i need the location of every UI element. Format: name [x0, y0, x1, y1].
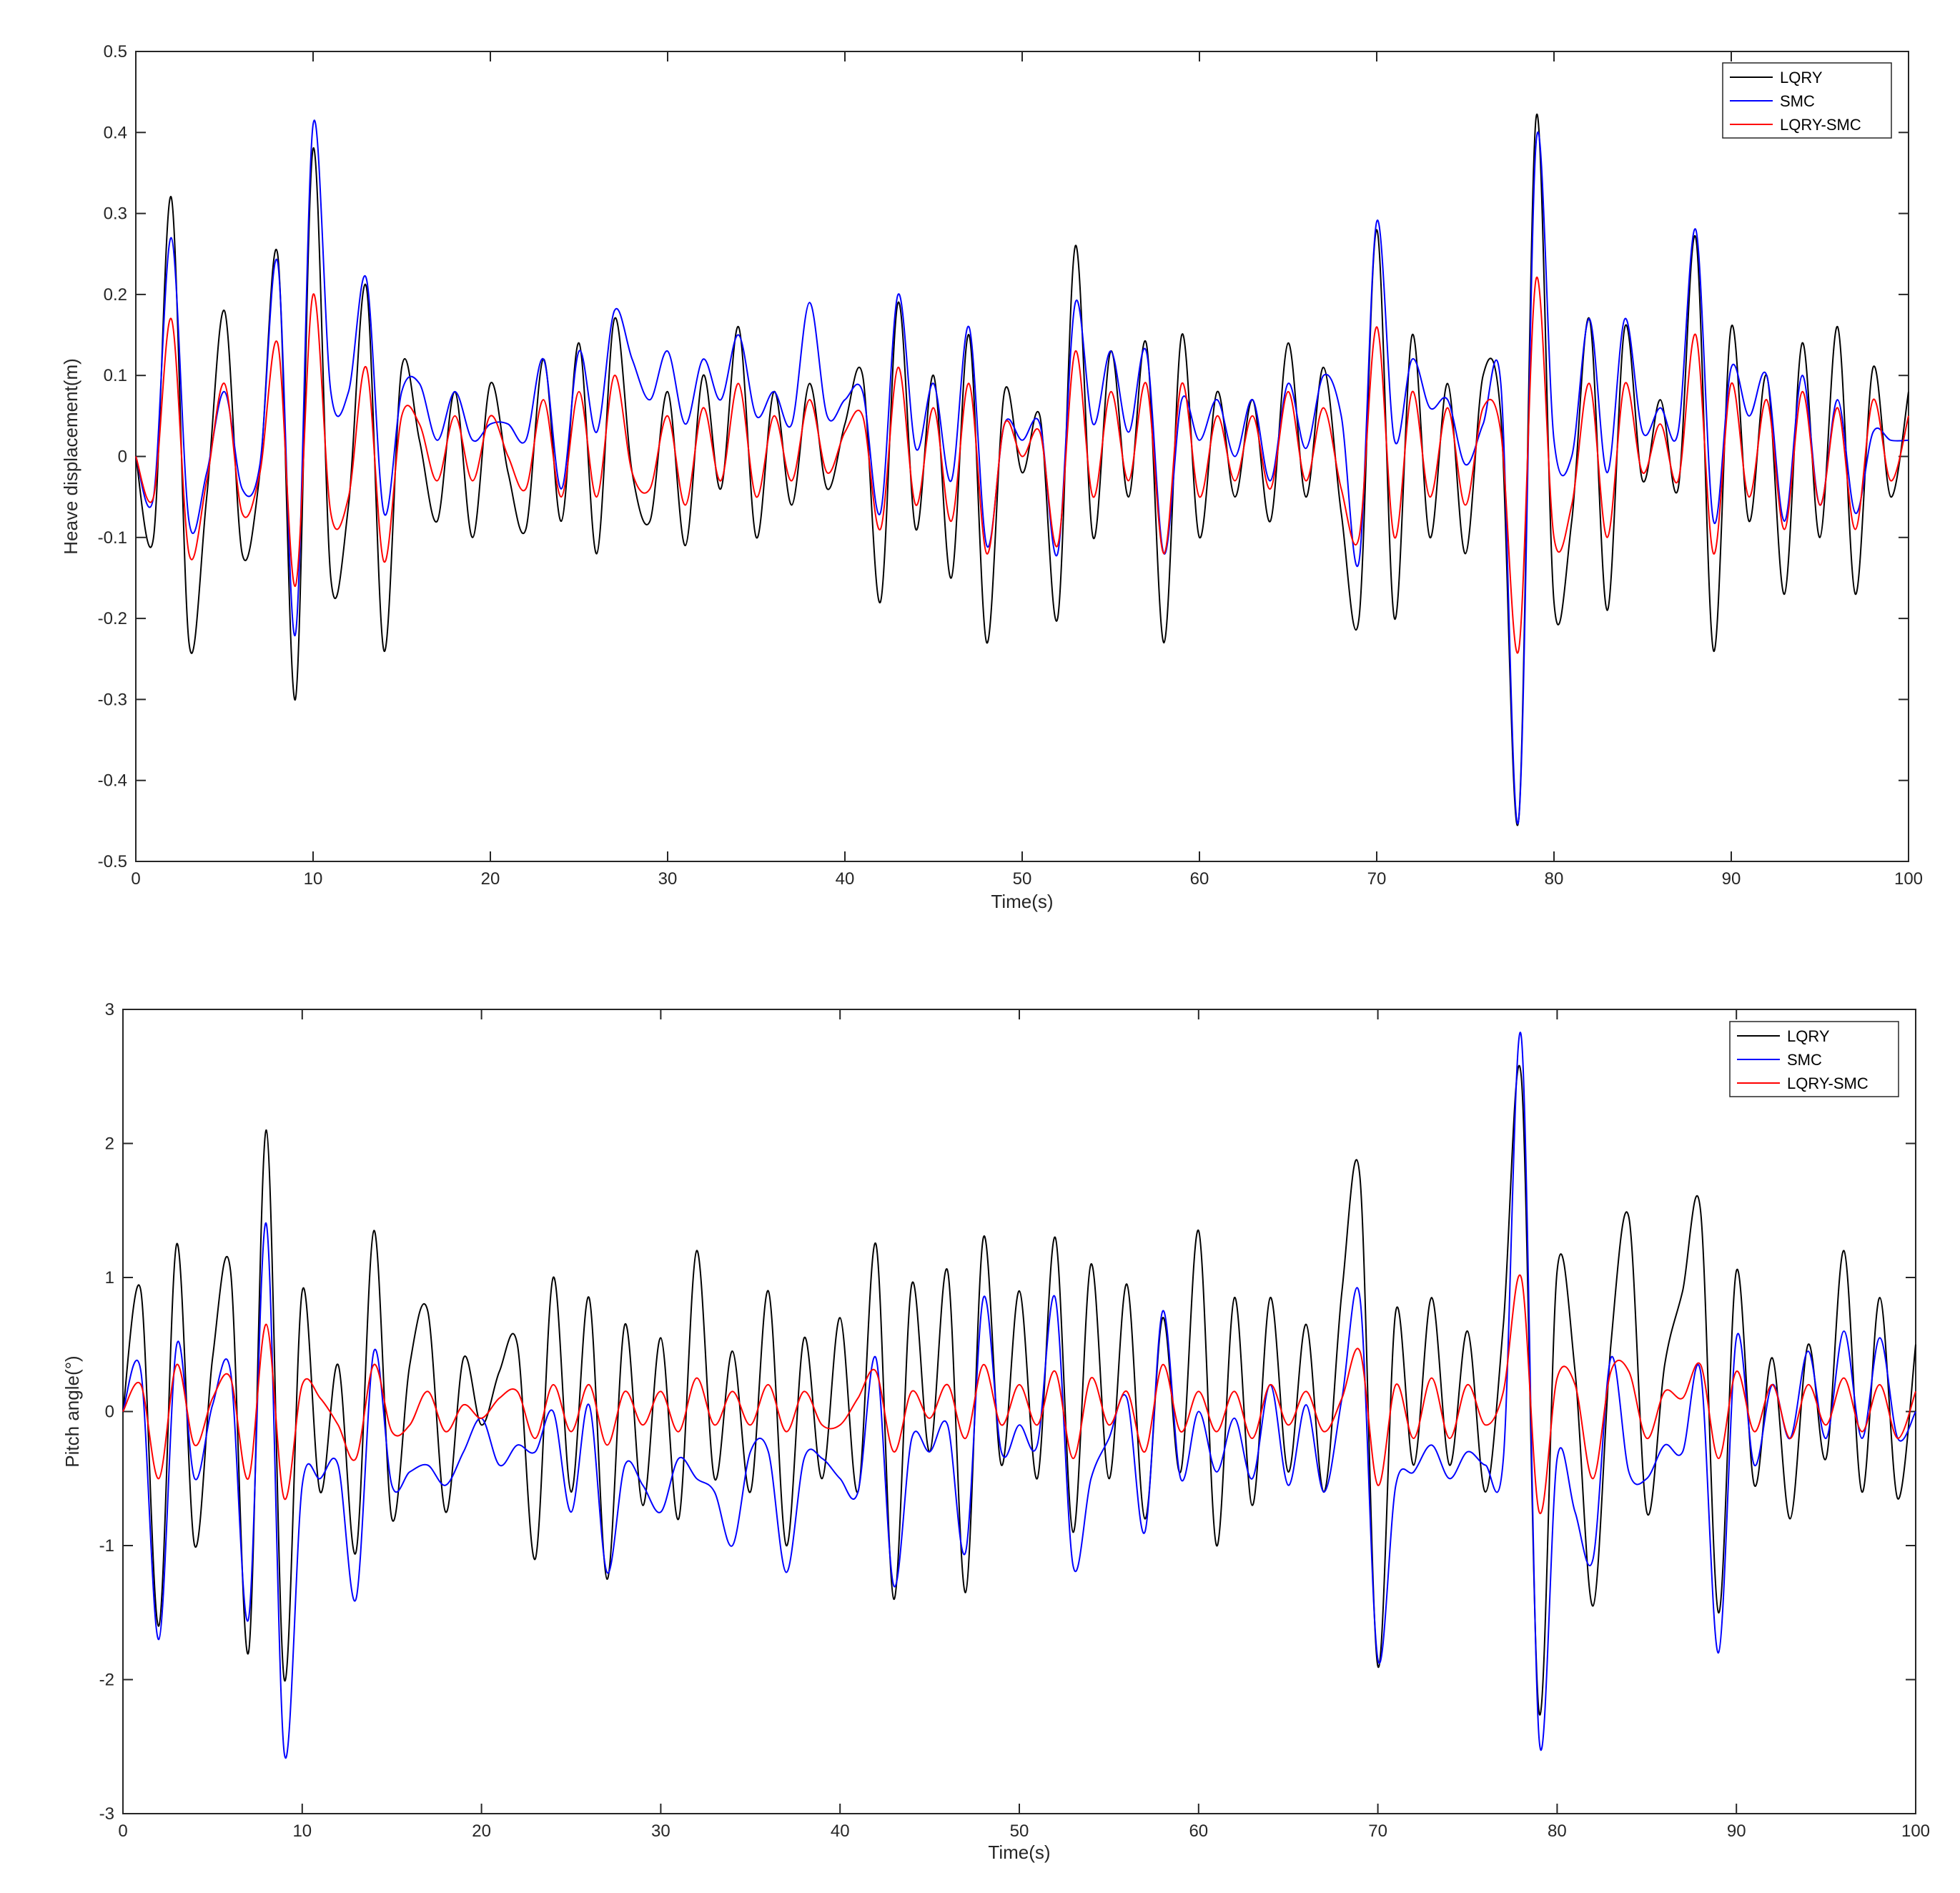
legend-entry-label: LQRY	[1780, 69, 1823, 87]
x-tick-label: 20	[481, 869, 500, 889]
y-tick-label: 0	[118, 448, 127, 467]
series-line-lqry-smc	[122, 1274, 1916, 1515]
plot-area-frame	[122, 1009, 1916, 1814]
series-line-smc	[122, 1032, 1916, 1759]
series-group	[122, 1032, 1916, 1759]
x-tick-label: 90	[1727, 1822, 1746, 1841]
series-line-lqry	[122, 1064, 1916, 1716]
x-tick-label: 60	[1190, 869, 1209, 889]
x-tick-label: 40	[831, 1822, 850, 1841]
y-tick-label: 0.1	[104, 366, 127, 385]
y-tick-label: -0.3	[98, 690, 127, 709]
y-tick-label: 0.2	[104, 285, 127, 305]
x-axis-title: Time(s)	[988, 1842, 1050, 1863]
x-tick-label: 30	[658, 869, 678, 889]
x-tick-label: 90	[1722, 869, 1741, 889]
x-tick-label: 100	[1901, 1822, 1930, 1841]
y-tick-label: -0.4	[98, 771, 127, 791]
y-tick-label: 0.4	[104, 123, 127, 142]
y-tick-label: 2	[105, 1135, 114, 1154]
heave-displacement-chart: 0 10 20 30 40 50 60 70 80 90 100 -0.5 -0.4 -0.3 -0.2 -0…	[60, 42, 1923, 912]
x-tick-label: 70	[1367, 869, 1387, 889]
x-tick-label: 60	[1189, 1822, 1208, 1841]
y-tick-label: -2	[99, 1671, 114, 1690]
x-tick-label: 20	[472, 1822, 491, 1841]
y-tick-label: 0	[105, 1403, 114, 1422]
y-tick-label: 1	[105, 1268, 114, 1287]
x-tick-label: 70	[1368, 1822, 1387, 1841]
x-tick-label: 10	[304, 869, 323, 889]
x-tick-label: 10	[292, 1822, 312, 1841]
legend-entry-label: LQRY-SMC	[1787, 1074, 1869, 1092]
pitch-angle-chart: 0 10 20 30 40 50 60 70 80 90 100 -3 -2 -1 0 1 2 3 Time(s) P…	[61, 1000, 1930, 1863]
x-tick-label: 80	[1548, 1822, 1567, 1841]
x-tick-label: 0	[131, 869, 140, 889]
y-tick-label: 3	[105, 1000, 114, 1019]
y-axis-title: Heave displacement(m)	[60, 358, 81, 555]
series-line-lqry-smc	[135, 276, 1909, 654]
y-tick-label: -0.5	[98, 852, 127, 871]
y-tick-label: -0.2	[98, 609, 127, 628]
x-axis-title: Time(s)	[991, 891, 1053, 912]
y-tick-label: -1	[99, 1536, 114, 1556]
y-tick-label: 0.5	[104, 42, 127, 61]
x-tick-label: 0	[118, 1822, 127, 1841]
x-tick-label: 40	[836, 869, 855, 889]
y-tick-label: 0.3	[104, 204, 127, 224]
legend-entry-label: LQRY-SMC	[1780, 116, 1861, 134]
x-tick-label: 50	[1013, 869, 1032, 889]
legend-entry-label: SMC	[1780, 92, 1815, 110]
legend-entry-label: LQRY	[1787, 1027, 1830, 1045]
series-line-lqry	[135, 113, 1909, 826]
y-axis-title: Pitch angle(°)	[61, 1355, 83, 1467]
x-tick-label: 30	[651, 1822, 670, 1841]
y-tick-label: -0.1	[98, 528, 127, 548]
x-tick-label: 100	[1894, 869, 1923, 889]
y-tick-label: -3	[99, 1804, 114, 1824]
x-tick-label: 80	[1545, 869, 1564, 889]
series-group	[135, 113, 1909, 826]
x-tick-label: 50	[1010, 1822, 1029, 1841]
legend-entry-label: SMC	[1787, 1051, 1822, 1069]
